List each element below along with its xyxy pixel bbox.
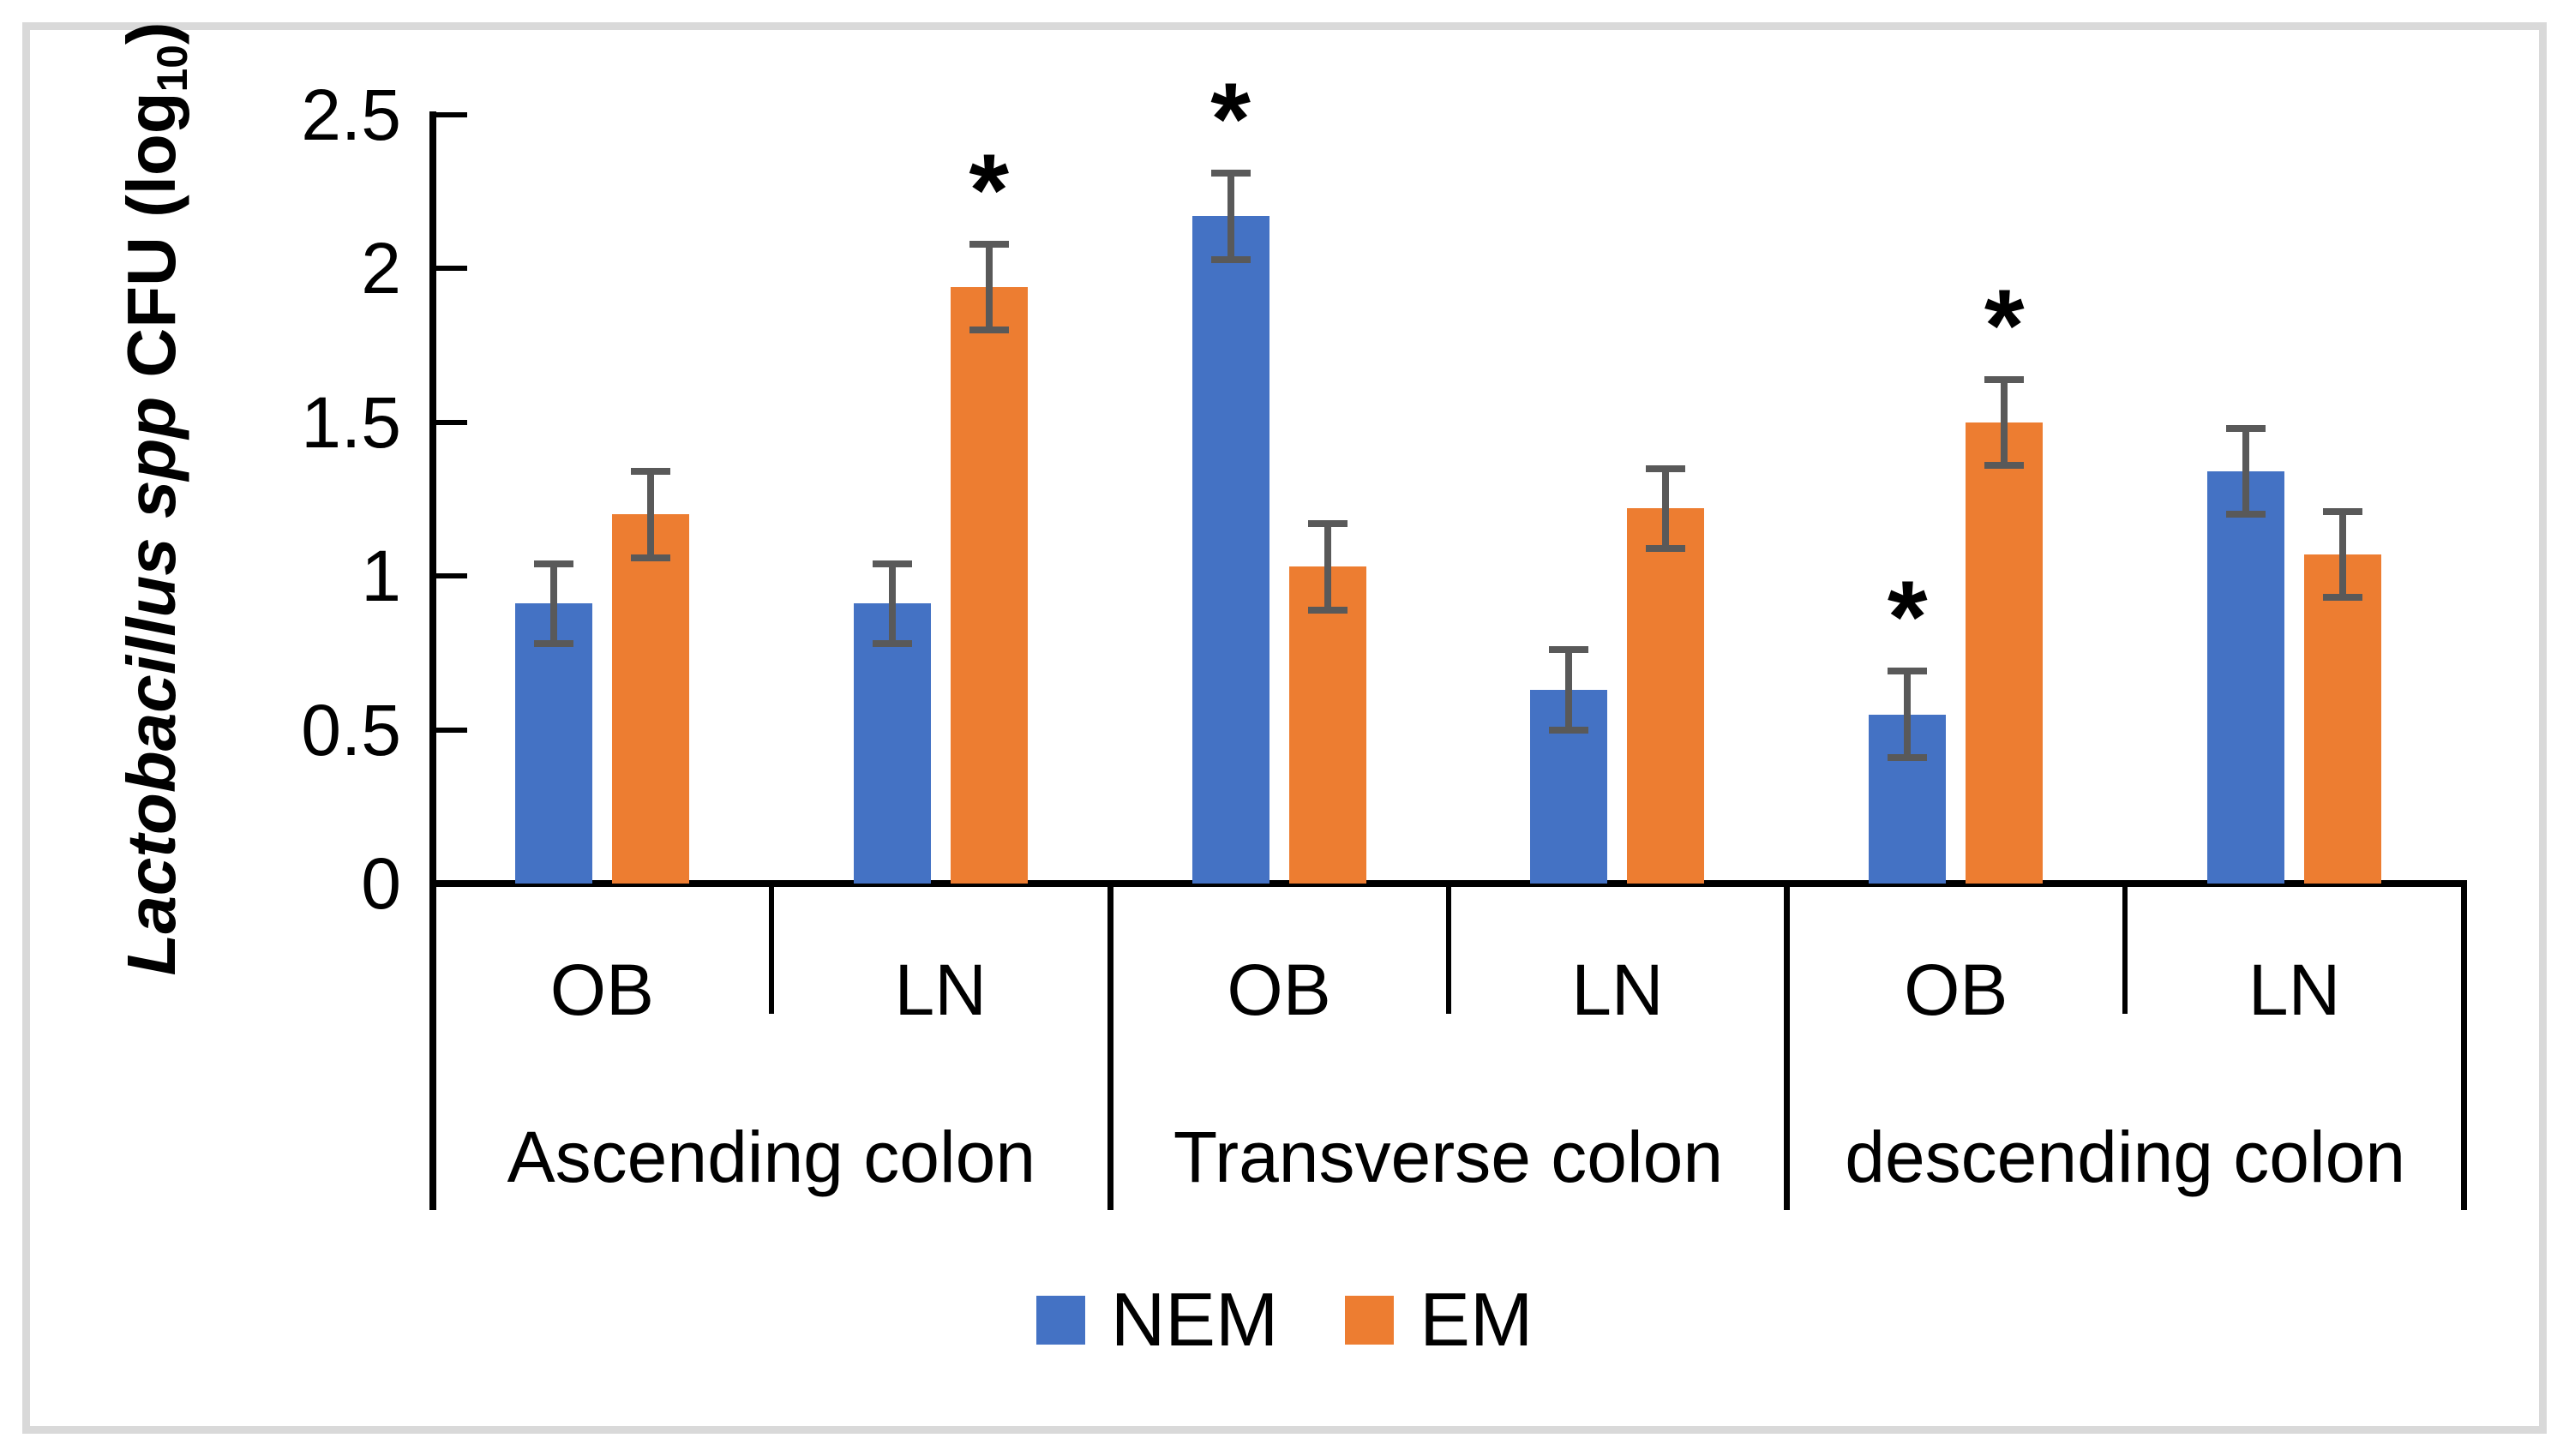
error-bar-stem <box>2339 511 2347 598</box>
y-axis-title-close-paren: ) <box>113 21 189 45</box>
bar-em <box>1627 508 1705 884</box>
error-bar-stem <box>2001 379 2008 466</box>
y-axis-tick-label: 2 <box>361 228 401 309</box>
subgroup-label: OB <box>1227 950 1331 1030</box>
subgroup-label: LN <box>1571 950 1664 1030</box>
y-axis-tick-mark <box>433 419 467 425</box>
error-bar-stem <box>985 243 993 331</box>
error-bar-cap-bottom <box>1888 753 1928 761</box>
y-axis-tick-mark <box>433 727 467 733</box>
error-bar-cap-top <box>2323 507 2363 515</box>
bar-em <box>611 514 689 884</box>
error-bar-cap-top <box>1549 646 1589 654</box>
section-label: Transverse colon <box>1173 1117 1724 1197</box>
error-bar-stem <box>549 563 557 644</box>
bar-em <box>950 286 1028 884</box>
section-separator-line <box>1107 884 1113 1210</box>
error-bar-cap-top <box>1307 520 1348 528</box>
bar-em <box>1966 422 2044 884</box>
error-bar-cap-bottom <box>2323 594 2363 602</box>
bar-nem <box>514 603 592 884</box>
figure-border <box>22 22 2547 1434</box>
section-label: Ascending colon <box>507 1117 1036 1197</box>
error-bar-cap-top <box>1210 170 1251 177</box>
legend-item-em: EM <box>1345 1276 1533 1363</box>
error-bar-cap-bottom <box>1210 255 1251 263</box>
section-separator-line <box>1784 884 1791 1210</box>
y-axis-tick-mark <box>433 112 467 117</box>
significance-asterisk: * <box>969 132 1010 248</box>
error-bar-cap-bottom <box>533 640 573 648</box>
error-bar-stem <box>888 563 896 644</box>
subgroup-label: LN <box>2248 950 2341 1030</box>
subgroup-separator-line <box>1445 884 1451 1014</box>
error-bar-cap-bottom <box>872 640 912 648</box>
significance-asterisk: * <box>1984 267 2025 383</box>
error-bar-cap-bottom <box>969 327 1009 334</box>
significance-asterisk: * <box>1210 62 1251 177</box>
error-bar-cap-bottom <box>1307 606 1348 614</box>
error-bar-stem <box>2242 428 2250 515</box>
error-bar-cap-top <box>1646 464 1686 472</box>
subgroup-label: OB <box>1904 950 2008 1030</box>
error-bar-cap-top <box>630 468 670 476</box>
error-bar-cap-top <box>1984 375 2025 383</box>
legend-swatch-nem <box>1035 1295 1085 1345</box>
subgroup-label: OB <box>549 950 655 1030</box>
legend: NEM EM <box>0 1270 2569 1369</box>
y-axis-tick-label: 1.5 <box>301 381 401 463</box>
error-bar-stem <box>646 471 654 558</box>
y-axis-tick-mark <box>433 266 467 272</box>
subgroup-label: LN <box>894 950 987 1030</box>
y-axis-tick-label: 0 <box>361 843 401 924</box>
error-bar-stem <box>1227 173 1234 260</box>
error-bar-stem <box>1904 671 1912 758</box>
error-bar-cap-top <box>969 240 1009 248</box>
y-axis-title-unit: CFU (log <box>113 92 189 397</box>
error-bar-cap-top <box>2226 424 2266 432</box>
error-bar-stem <box>1565 650 1573 730</box>
y-axis-title-species: Lactobacillus spp <box>113 396 189 976</box>
error-bar-stem <box>1662 468 1670 548</box>
significance-asterisk: * <box>1887 560 1928 675</box>
error-bar-cap-bottom <box>1984 462 2025 470</box>
y-axis-tick-label: 2.5 <box>301 75 401 155</box>
y-axis-tick-label: 1 <box>361 536 401 617</box>
y-axis-tick-label: 0.5 <box>301 689 401 770</box>
error-bar-stem <box>1324 524 1331 610</box>
legend-item-nem: NEM <box>1035 1276 1279 1363</box>
bar-em <box>1288 566 1366 884</box>
subgroup-separator-line <box>768 884 774 1014</box>
error-bar-cap-bottom <box>2226 511 2266 518</box>
section-label: descending colon <box>1845 1117 2406 1197</box>
error-bar-cap-top <box>1888 668 1928 675</box>
error-bar-cap-bottom <box>1549 726 1589 734</box>
y-axis-line <box>429 111 436 1210</box>
section-separator-line <box>2461 884 2467 1210</box>
error-bar-cap-bottom <box>1646 544 1686 552</box>
error-bar-cap-bottom <box>630 554 670 561</box>
error-bar-cap-top <box>533 560 573 567</box>
subgroup-separator-line <box>2122 884 2128 1014</box>
legend-swatch-em <box>1345 1295 1395 1345</box>
bar-nem <box>1191 216 1269 884</box>
y-axis-tick-mark <box>433 573 467 579</box>
bar-nem <box>2207 471 2285 884</box>
legend-label-nem: NEM <box>1110 1277 1279 1362</box>
bar-nem <box>853 603 931 884</box>
legend-label-em: EM <box>1420 1277 1534 1362</box>
error-bar-cap-top <box>872 560 912 567</box>
bar-em <box>2304 554 2382 884</box>
